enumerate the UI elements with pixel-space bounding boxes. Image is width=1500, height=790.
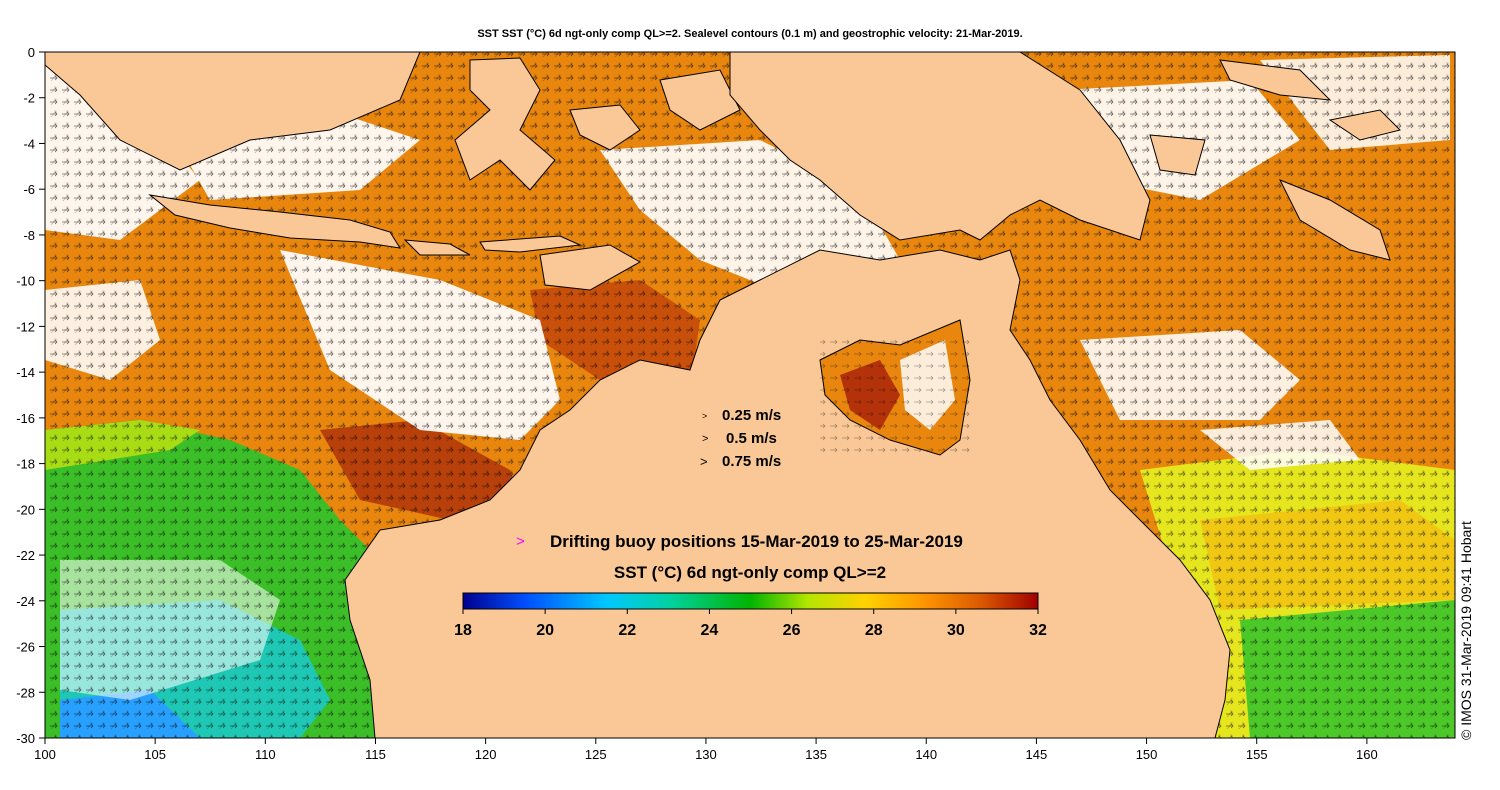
y-tick-label: -16 (16, 411, 35, 426)
colorbar-tick-label: 20 (536, 622, 554, 639)
colorbar-tick-label: 28 (865, 622, 883, 639)
x-tick-label: 150 (1136, 747, 1158, 762)
land-solomon-islands (1278, 179, 1391, 261)
x-tick-label: 105 (144, 747, 166, 762)
colorbar-tick-label: 32 (1029, 622, 1047, 639)
land-timor (539, 244, 642, 291)
land-java (148, 194, 401, 249)
colorbar-tick-label: 24 (701, 622, 719, 639)
x-tick-label: 135 (805, 747, 827, 762)
buoy-legend-label: Drifting buoy positions 15-Mar-2019 to 2… (550, 532, 963, 551)
y-tick-label: -2 (23, 91, 35, 106)
y-tick-label: 0 (28, 45, 35, 60)
x-tick-label: 130 (695, 747, 717, 762)
y-tick-label: -30 (16, 731, 35, 746)
land-australia (344, 249, 1231, 738)
velocity-marker-075: > (700, 454, 708, 469)
map-plot-area (45, 52, 1455, 738)
y-axis-latitude: 0 -2 -4 -6 -8 -10 -12 -14 -16 -18 -20 -22 -24 -26 -28 -… (16, 45, 45, 746)
x-tick-label: 120 (475, 747, 497, 762)
y-tick-label: -24 (16, 594, 35, 609)
velocity-label-025: 0.25 m/s (722, 407, 781, 424)
x-tick-label: 140 (915, 747, 937, 762)
x-tick-label: 125 (585, 747, 607, 762)
colorbar-ticks: 18 20 22 24 26 28 30 32 (454, 609, 1047, 639)
y-tick-label: -4 (23, 136, 35, 151)
x-tick-label: 155 (1246, 747, 1268, 762)
sst-colorbar: SST (°C) 6d ngt-only comp QL>=2 18 20 22 24… (454, 563, 1047, 639)
colorbar-title: SST (°C) 6d ngt-only comp QL>=2 (614, 563, 886, 582)
colorbar-tick-label: 26 (783, 622, 801, 639)
velocity-marker-025: > (702, 411, 707, 421)
y-tick-label: -8 (23, 228, 35, 243)
y-tick-label: -14 (16, 365, 35, 380)
y-tick-label: -10 (16, 274, 35, 289)
x-tick-label: 110 (255, 747, 276, 762)
velocity-scale-legend: > 0.25 m/s > 0.5 m/s > 0.75 m/s (700, 407, 781, 470)
land-new-guinea (729, 52, 1151, 241)
y-tick-label: -18 (16, 457, 35, 472)
y-tick-label: -22 (16, 548, 35, 563)
drifting-buoy-legend: > Drifting buoy positions 15-Mar-2019 to… (516, 532, 963, 551)
velocity-marker-05: > (702, 433, 708, 445)
land-masses (45, 52, 1401, 738)
colorbar-tick-label: 22 (618, 622, 636, 639)
x-tick-label: 160 (1356, 747, 1378, 762)
y-tick-label: -12 (16, 319, 35, 334)
y-tick-label: -28 (16, 685, 35, 700)
land-sulawesi (454, 57, 556, 191)
x-tick-label: 100 (34, 747, 56, 762)
y-tick-label: -6 (23, 182, 35, 197)
x-tick-label: 145 (1026, 747, 1048, 762)
y-tick-label: -26 (16, 640, 35, 655)
figure-title: SST SST (°C) 6d ngt-only comp QL>=2. Sea… (477, 28, 1023, 40)
plot-frame (44, 51, 1456, 739)
colorbar-tick-label: 18 (454, 622, 472, 639)
land-borneo (45, 52, 421, 171)
colorbar-gradient (462, 592, 1039, 610)
x-tick-label: 115 (365, 747, 386, 762)
y-tick-label: -20 (16, 502, 35, 517)
x-axis-longitude: 100 105 110 115 120 125 130 135 140 145 150 155 160 (34, 738, 1378, 762)
velocity-label-05: 0.5 m/s (726, 430, 777, 447)
colorbar-tick-label: 30 (947, 622, 965, 639)
velocity-label-075: 0.75 m/s (722, 453, 781, 470)
buoy-marker: > (516, 533, 525, 550)
imos-credit: © IMOS 31-Mar-2019 09:41 Hobart (1458, 521, 1474, 740)
